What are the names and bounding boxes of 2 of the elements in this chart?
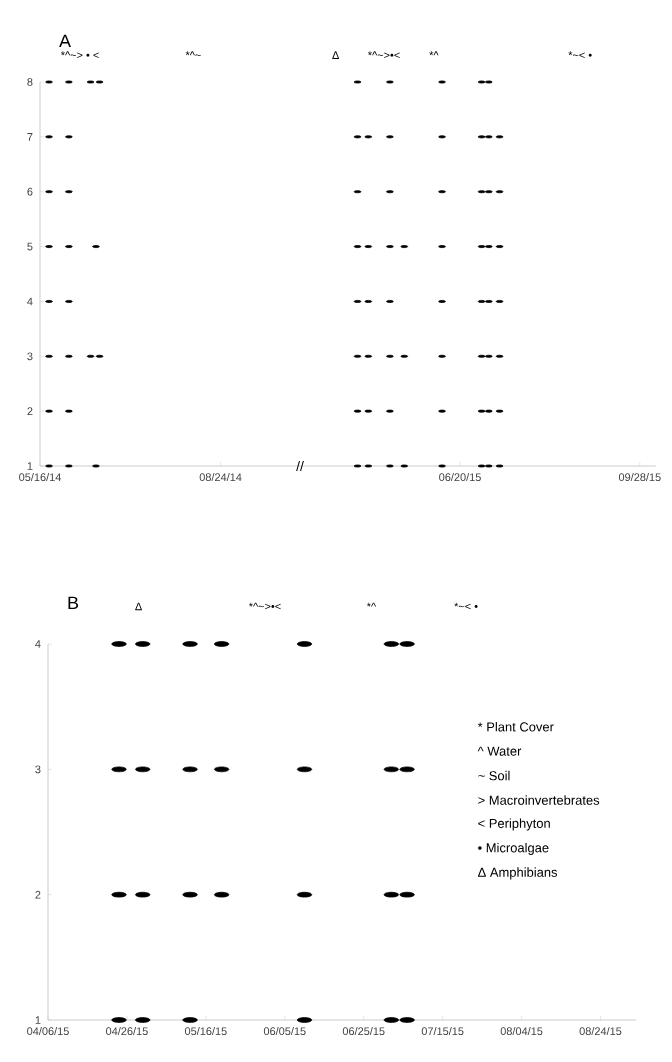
chart-title: B	[68, 596, 79, 610]
chart-title: A	[59, 34, 71, 48]
